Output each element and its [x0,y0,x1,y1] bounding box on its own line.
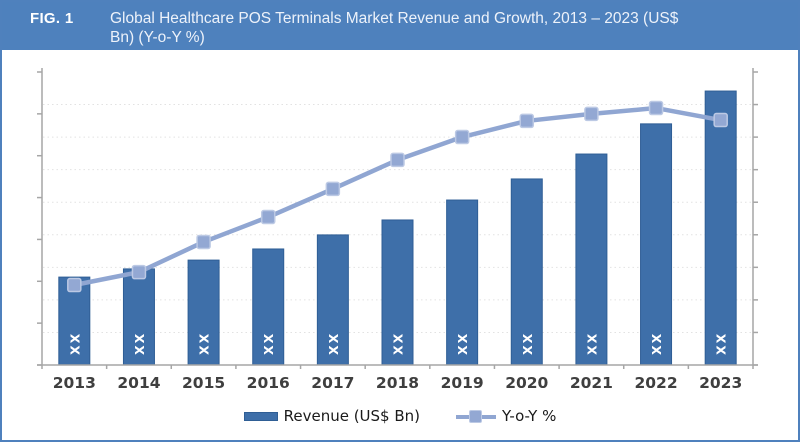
bar-value-label-2019: XX [455,332,470,355]
revenue-bar-2022 [640,123,673,366]
yoy-marker-2018 [390,152,405,168]
yoy-marker-2016 [260,209,276,225]
bar-value-label-2021: XX [584,332,599,355]
bar-value-label-2022: XX [649,332,664,355]
yoy-marker-2021 [584,106,599,122]
yoy-marker-2014 [131,264,147,280]
yoy-marker-2020 [519,113,535,129]
year-label-2018: 2018 [376,374,419,392]
legend-item-revenue: Revenue (US$ Bn) [243,407,421,425]
year-label-2019: 2019 [441,374,484,392]
yoy-marker-swatch [469,409,483,423]
revenue-bar-2021 [575,153,608,366]
yoy-marker-2017 [325,181,341,197]
year-label-2020: 2020 [505,374,548,392]
figure-header: FIG. 1 Global Healthcare POS Terminals M… [2,2,798,50]
legend-item-yoy: Y-o-Y % [456,407,556,425]
bar-value-label-2020: XX [520,332,535,355]
yoy-series-swatch [456,409,497,423]
chart-title-line2: Bn) (Y-o-Y %) [110,29,205,46]
yoy-legend-label: Y-o-Y % [502,407,557,425]
bar-value-label-2016: XX [261,332,276,355]
year-label-2017: 2017 [311,374,354,392]
chart-region: XX XX XX XX XX XX XX XX XX XX XX 2013 2014 2015 2016 20… [2,50,798,440]
bar-value-label-2014: XX [132,332,147,355]
year-label-2021: 2021 [570,374,613,392]
bar-value-label-2015: XX [197,332,212,355]
year-label-2013: 2013 [53,374,96,392]
bar-value-label-2023: XX [714,332,729,355]
chart-title-line1: Global Healthcare POS Terminals Market R… [110,10,679,27]
figure-number-label: FIG. 1 [30,10,74,27]
chart-legend: Revenue (US$ Bn) Y-o-Y % [2,400,798,432]
bar-value-label-2018: XX [391,332,406,355]
bar-value-label-2017: XX [326,332,341,355]
revenue-bar-2023 [704,90,737,366]
year-label-2015: 2015 [182,374,225,392]
chart-title: Global Healthcare POS Terminals Market R… [110,9,678,47]
yoy-marker-2019 [454,129,470,145]
revenue-bar-2017 [316,234,349,366]
year-label-2014: 2014 [117,374,160,392]
revenue-legend-label: Revenue (US$ Bn) [283,407,421,425]
year-label-2023: 2023 [699,374,742,392]
year-label-2016: 2016 [247,374,290,392]
yoy-marker-2013 [67,277,82,293]
revenue-bar-2016 [252,248,285,366]
revenue-growth-combo-chart: XX XX XX XX XX XX XX XX XX XX XX 2013 2014 2015 2016 20… [37,68,758,392]
yoy-marker-2015 [196,234,211,250]
yoy-marker-2022 [648,100,664,116]
revenue-bar-2020 [510,178,543,366]
revenue-bar-2015 [187,259,220,366]
revenue-bar-2019 [446,199,479,366]
revenue-bar-2018 [381,219,414,366]
bar-value-label-2013: XX [67,332,82,355]
yoy-marker-2023 [713,112,728,128]
revenue-series-swatch [243,411,278,421]
year-label-2022: 2022 [634,374,677,392]
